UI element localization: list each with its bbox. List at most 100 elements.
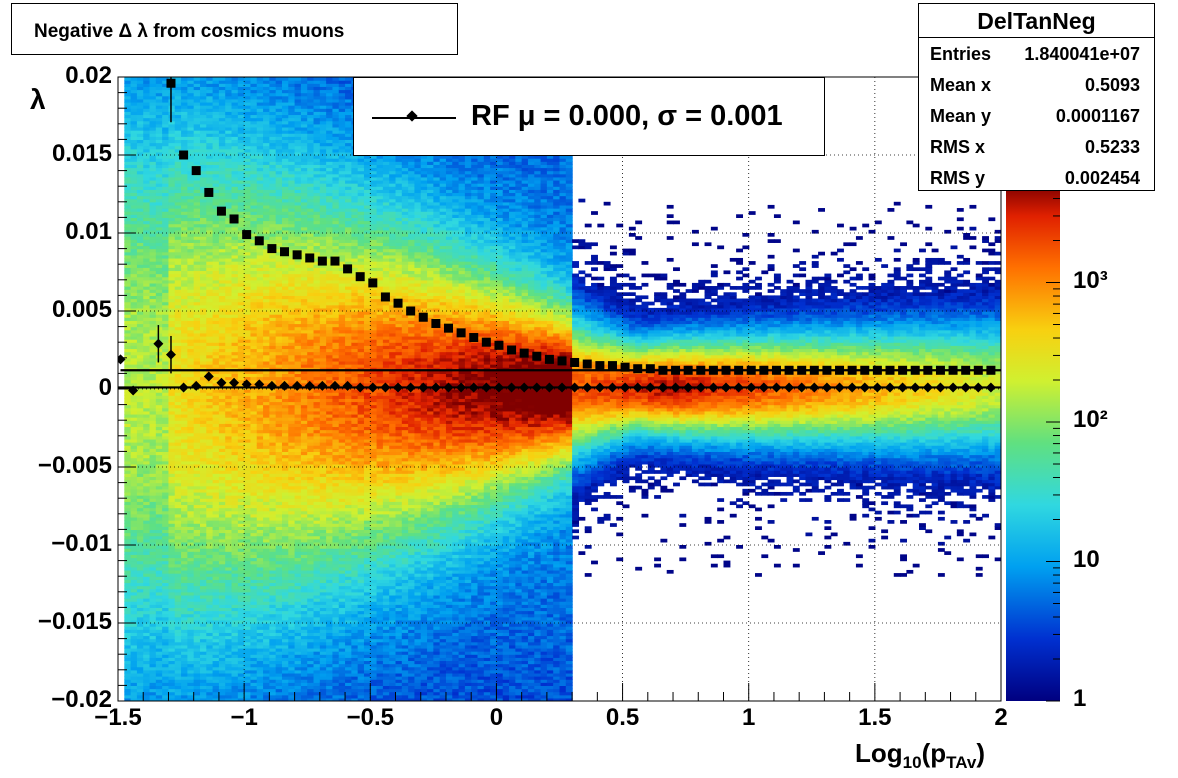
heatmap-cell bbox=[149, 289, 157, 293]
heatmap-cell bbox=[187, 204, 195, 209]
heatmap-cell bbox=[149, 136, 157, 140]
heatmap-cell bbox=[130, 598, 138, 602]
heatmap-cell bbox=[187, 251, 195, 256]
heatmap-cell bbox=[155, 335, 163, 340]
heatmap-cell bbox=[149, 666, 157, 671]
heatmap-cell bbox=[149, 529, 157, 534]
heatmap-cell bbox=[174, 454, 182, 459]
heatmap-cell bbox=[155, 457, 163, 462]
heatmap-cell bbox=[187, 164, 195, 169]
heatmap-cell bbox=[136, 136, 144, 140]
heatmap-cell bbox=[143, 651, 151, 655]
heatmap-cell bbox=[136, 651, 144, 655]
heatmap-cell bbox=[130, 120, 138, 125]
heatmap-cell bbox=[181, 607, 188, 612]
heatmap-cell bbox=[187, 451, 195, 456]
heatmap-cell bbox=[130, 195, 138, 200]
heatmap-cell bbox=[136, 173, 144, 178]
heatmap-cell bbox=[168, 495, 176, 499]
heatmap-cell bbox=[143, 307, 151, 312]
heatmap-cell bbox=[187, 457, 195, 462]
heatmap-cell bbox=[174, 554, 182, 559]
heatmap-cell bbox=[181, 407, 188, 412]
heatmap-cell bbox=[149, 130, 157, 134]
heatmap-cell bbox=[162, 467, 170, 471]
heatmap-cell bbox=[149, 516, 157, 521]
heatmap-cell bbox=[130, 479, 138, 484]
heatmap-cell bbox=[155, 273, 163, 278]
heatmap-cell bbox=[149, 229, 157, 234]
heatmap-cell bbox=[187, 282, 195, 287]
heatmap-cell bbox=[181, 463, 188, 468]
heatmap-cell bbox=[162, 248, 170, 253]
heatmap-cell bbox=[174, 279, 182, 284]
heatmap-cell bbox=[136, 507, 144, 512]
heatmap-cell bbox=[124, 694, 132, 699]
heatmap-cell bbox=[181, 108, 188, 112]
heatmap-cell bbox=[155, 448, 163, 452]
heatmap-cell bbox=[168, 136, 176, 140]
heatmap-cell bbox=[155, 476, 163, 481]
heatmap-cell bbox=[149, 342, 157, 346]
heatmap-cell bbox=[174, 532, 182, 537]
heatmap-cell bbox=[136, 292, 144, 296]
heatmap-cell bbox=[155, 226, 163, 231]
heatmap-cell bbox=[181, 270, 188, 275]
heatmap-cell bbox=[168, 697, 176, 701]
heatmap-cell bbox=[136, 432, 144, 437]
heatmap-cell bbox=[181, 367, 188, 371]
heatmap-cell bbox=[143, 211, 151, 215]
heatmap-cell bbox=[187, 226, 195, 231]
heatmap-cell bbox=[124, 229, 132, 234]
heatmap-cell bbox=[143, 376, 151, 381]
heatmap-cell bbox=[162, 401, 170, 406]
heatmap-cell bbox=[174, 86, 182, 91]
heatmap-cell bbox=[136, 682, 144, 686]
heatmap-cell bbox=[168, 579, 176, 584]
heatmap-cell bbox=[124, 548, 132, 552]
heatmap-cell bbox=[168, 367, 176, 371]
heatmap-cell bbox=[187, 454, 195, 459]
heatmap-cell bbox=[155, 251, 163, 256]
heatmap-cell bbox=[168, 448, 176, 452]
heatmap-cell bbox=[181, 189, 188, 194]
heatmap-cell bbox=[143, 282, 151, 287]
heatmap-cell bbox=[155, 644, 163, 649]
heatmap-cell bbox=[168, 538, 176, 543]
heatmap-cell bbox=[168, 460, 176, 465]
heatmap-cell bbox=[136, 495, 144, 499]
heatmap-cell bbox=[181, 279, 188, 284]
heatmap-cell bbox=[162, 479, 170, 484]
heatmap-cell bbox=[143, 354, 151, 359]
heatmap-cell bbox=[149, 535, 157, 540]
heatmap-cell bbox=[155, 545, 163, 549]
heatmap-cell bbox=[162, 679, 170, 683]
heatmap-cell bbox=[181, 448, 188, 452]
heatmap-cell bbox=[143, 685, 151, 690]
heatmap-cell bbox=[143, 669, 151, 674]
heatmap-cell bbox=[174, 485, 182, 490]
heatmap-cell bbox=[187, 526, 195, 530]
heatmap-cell bbox=[187, 557, 195, 562]
heatmap-cell bbox=[181, 647, 188, 652]
heatmap-cell bbox=[143, 420, 151, 424]
heatmap-cell bbox=[124, 679, 132, 683]
heatmap-cell bbox=[143, 170, 151, 175]
heatmap-cell bbox=[124, 535, 132, 540]
heatmap-cell bbox=[181, 86, 188, 91]
heatmap-cell bbox=[168, 585, 176, 590]
heatmap-cell bbox=[136, 98, 144, 103]
heatmap-cell bbox=[181, 538, 188, 543]
heatmap-cell bbox=[168, 467, 176, 471]
heatmap-cell bbox=[155, 679, 163, 683]
heatmap-cell bbox=[174, 591, 182, 596]
heatmap-cell bbox=[149, 164, 157, 169]
heatmap-cell bbox=[187, 298, 195, 303]
heatmap-cell bbox=[124, 566, 132, 571]
heatmap-cell bbox=[181, 457, 188, 462]
heatmap-cell bbox=[143, 635, 151, 640]
heatmap-cell bbox=[162, 485, 170, 490]
heatmap-cell bbox=[181, 145, 188, 150]
heatmap-cell bbox=[149, 588, 157, 593]
heatmap-cell bbox=[174, 189, 182, 194]
